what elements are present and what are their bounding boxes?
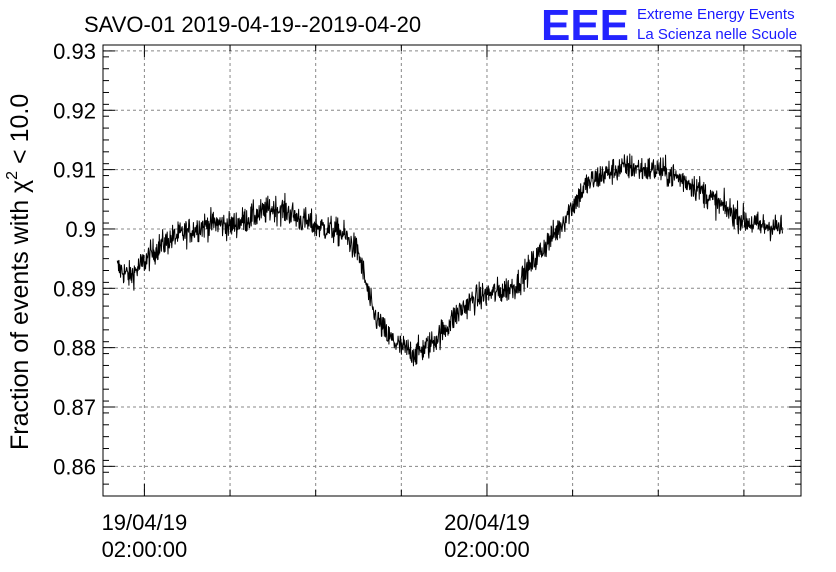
series-line (116, 153, 783, 367)
x-tick-label-time: 02:00:00 (102, 537, 188, 562)
grid (103, 45, 801, 496)
y-tick-label: 0.89 (53, 276, 96, 301)
series (116, 153, 783, 367)
y-axis-label: Fraction of events with χ2 < 10.0 (4, 94, 34, 450)
y-tick-labels: 0.86 0.87 0.88 0.89 0.9 0.91 0.92 0.93 (53, 39, 96, 479)
y-tick-label: 0.91 (53, 158, 96, 183)
axis-ticks (103, 44, 801, 497)
y-tick-label: 0.93 (53, 39, 96, 64)
y-tick-label: 0.87 (53, 395, 96, 420)
eee-logo-mark: EEE (541, 1, 629, 50)
x-tick-label-time: 02:00:00 (444, 537, 530, 562)
x-tick-label-date: 19/04/19 (102, 510, 188, 535)
x-tick-label-date: 20/04/19 (444, 510, 530, 535)
y-tick-label: 0.88 (53, 336, 96, 361)
chart-title: SAVO-01 2019-04-19--2019-04-20 (84, 12, 421, 37)
plot-frame (102, 44, 802, 497)
eee-logo: EEE Extreme Energy Events La Scienza nel… (541, 1, 797, 50)
eee-logo-line1: Extreme Energy Events (637, 6, 795, 23)
eee-logo-line2: La Scienza nelle Scuole (637, 26, 797, 43)
y-tick-label: 0.92 (53, 98, 96, 123)
y-tick-label: 0.9 (65, 217, 96, 242)
y-tick-label: 0.86 (53, 454, 96, 479)
